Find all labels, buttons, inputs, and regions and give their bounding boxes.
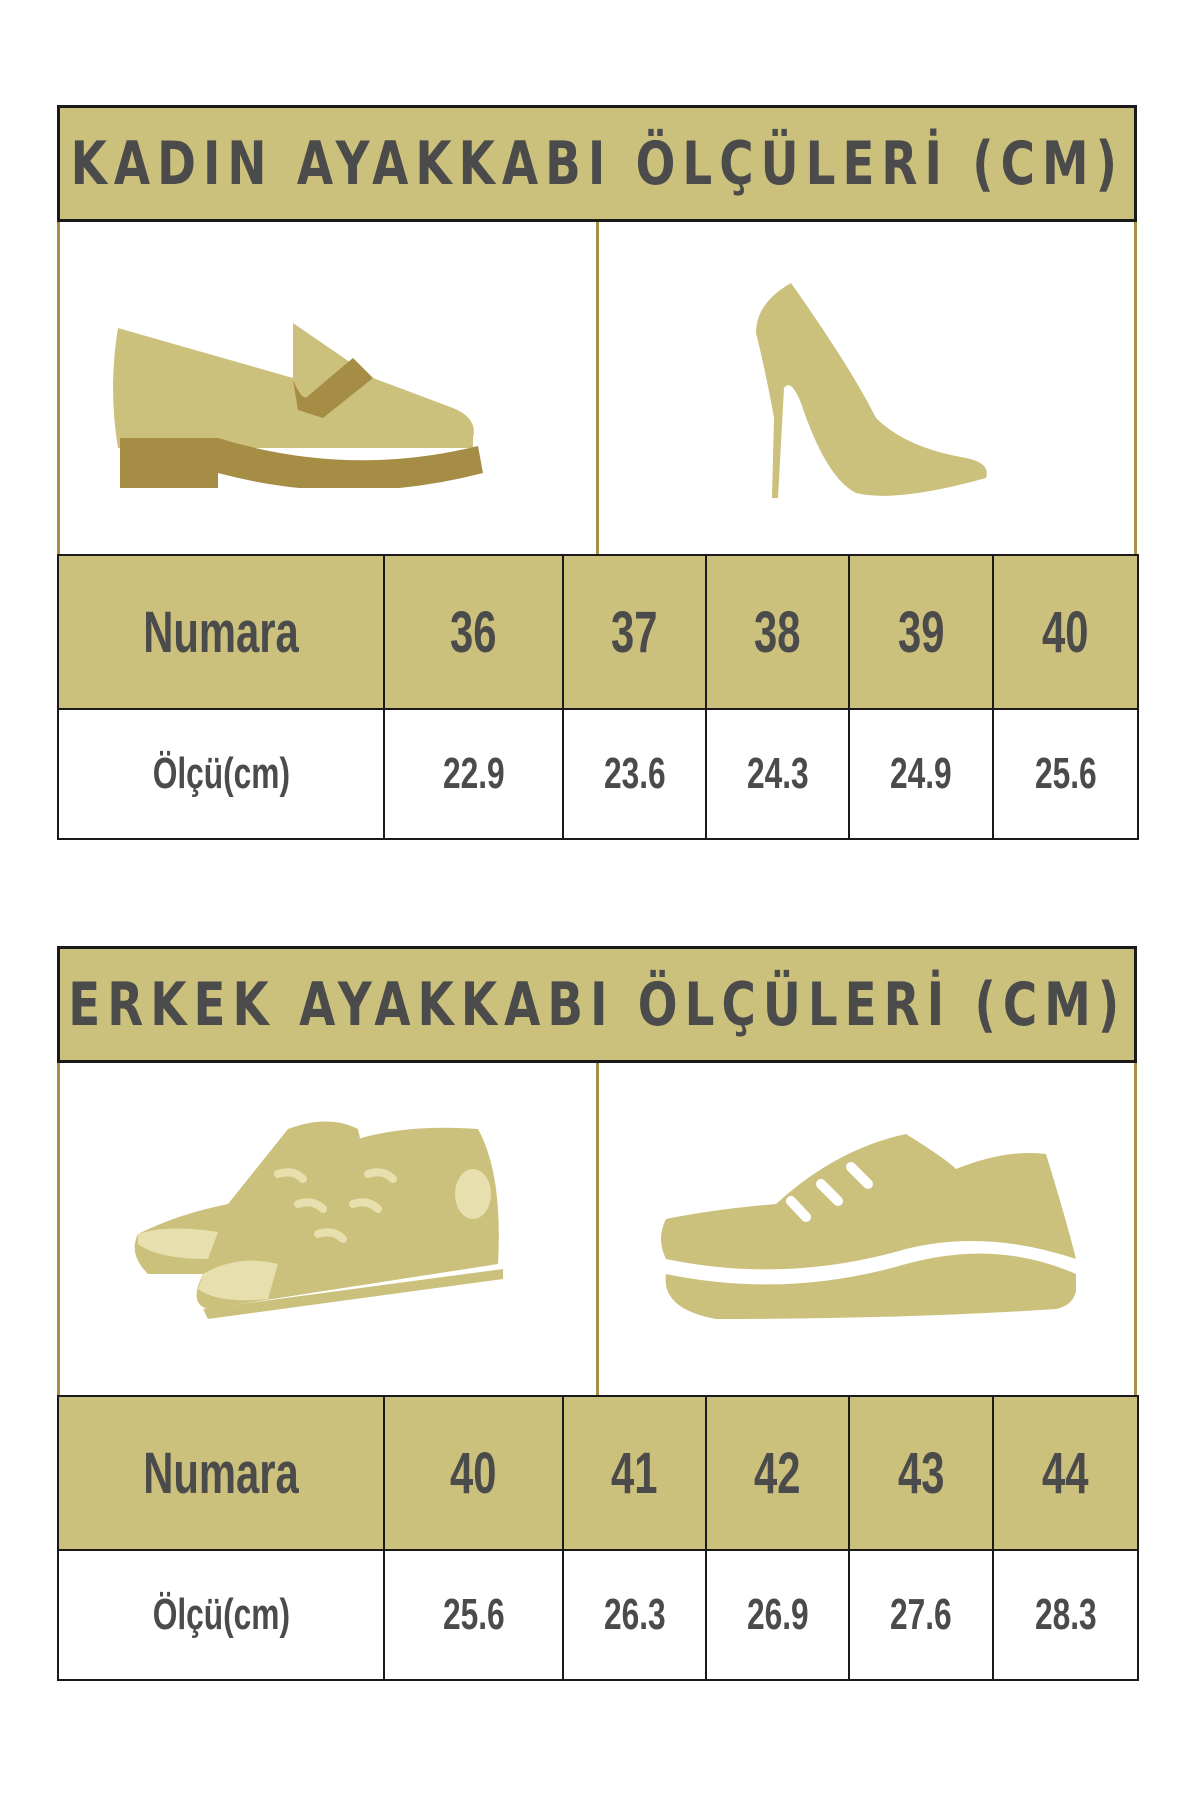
size-cell: 38 xyxy=(705,554,850,710)
men-chart-title: ERKEK AYAKKABI ÖLÇÜLERİ (CM) xyxy=(57,946,1137,1063)
size-row: Numara 36 37 38 39 40 xyxy=(57,554,1139,710)
measure-cell: 27.6 xyxy=(848,1549,994,1681)
size-cell: 40 xyxy=(992,554,1139,710)
women-chart-title: KADIN AYAKKABI ÖLÇÜLERİ (CM) xyxy=(57,105,1137,222)
size-cell: 43 xyxy=(848,1395,994,1551)
measure-row: Ölçü(cm) 25.6 26.3 26.9 27.6 28.3 xyxy=(57,1549,1139,1681)
loafer-shoe-icon xyxy=(60,222,599,554)
women-size-table: Numara 36 37 38 39 40 Ölçü(cm) 22.9 23.6… xyxy=(57,554,1139,840)
size-row-label: Numara xyxy=(57,554,385,710)
men-size-table: Numara 40 41 42 43 44 Ölçü(cm) 25.6 26.3… xyxy=(57,1395,1139,1681)
size-cell: 41 xyxy=(562,1395,707,1551)
measure-cell: 26.9 xyxy=(705,1549,850,1681)
measure-cell: 28.3 xyxy=(992,1549,1139,1681)
measure-cell: 24.3 xyxy=(705,708,850,840)
measure-cell: 25.6 xyxy=(992,708,1139,840)
size-cell: 40 xyxy=(383,1395,564,1551)
measure-row: Ölçü(cm) 22.9 23.6 24.3 24.9 25.6 xyxy=(57,708,1139,840)
measure-cell: 23.6 xyxy=(562,708,707,840)
measure-row-label: Ölçü(cm) xyxy=(57,1549,385,1681)
measure-row-label: Ölçü(cm) xyxy=(57,708,385,840)
size-cell: 42 xyxy=(705,1395,850,1551)
size-cell: 36 xyxy=(383,554,564,710)
high-heel-icon xyxy=(599,222,1135,554)
men-size-chart: ERKEK AYAKKABI ÖLÇÜLERİ (CM) Numara xyxy=(57,946,1139,1681)
measure-cell: 24.9 xyxy=(848,708,994,840)
size-row-label: Numara xyxy=(57,1395,385,1551)
measure-cell: 25.6 xyxy=(383,1549,564,1681)
measure-cell: 26.3 xyxy=(562,1549,707,1681)
women-size-chart: KADIN AYAKKABI ÖLÇÜLERİ (CM) Numara 36 3… xyxy=(57,105,1139,840)
measure-cell: 22.9 xyxy=(383,708,564,840)
size-row: Numara 40 41 42 43 44 xyxy=(57,1395,1139,1551)
size-cell: 44 xyxy=(992,1395,1139,1551)
size-cell: 37 xyxy=(562,554,707,710)
size-cell: 39 xyxy=(848,554,994,710)
high-top-sneakers-icon xyxy=(60,1063,599,1395)
sneaker-icon xyxy=(599,1063,1135,1395)
